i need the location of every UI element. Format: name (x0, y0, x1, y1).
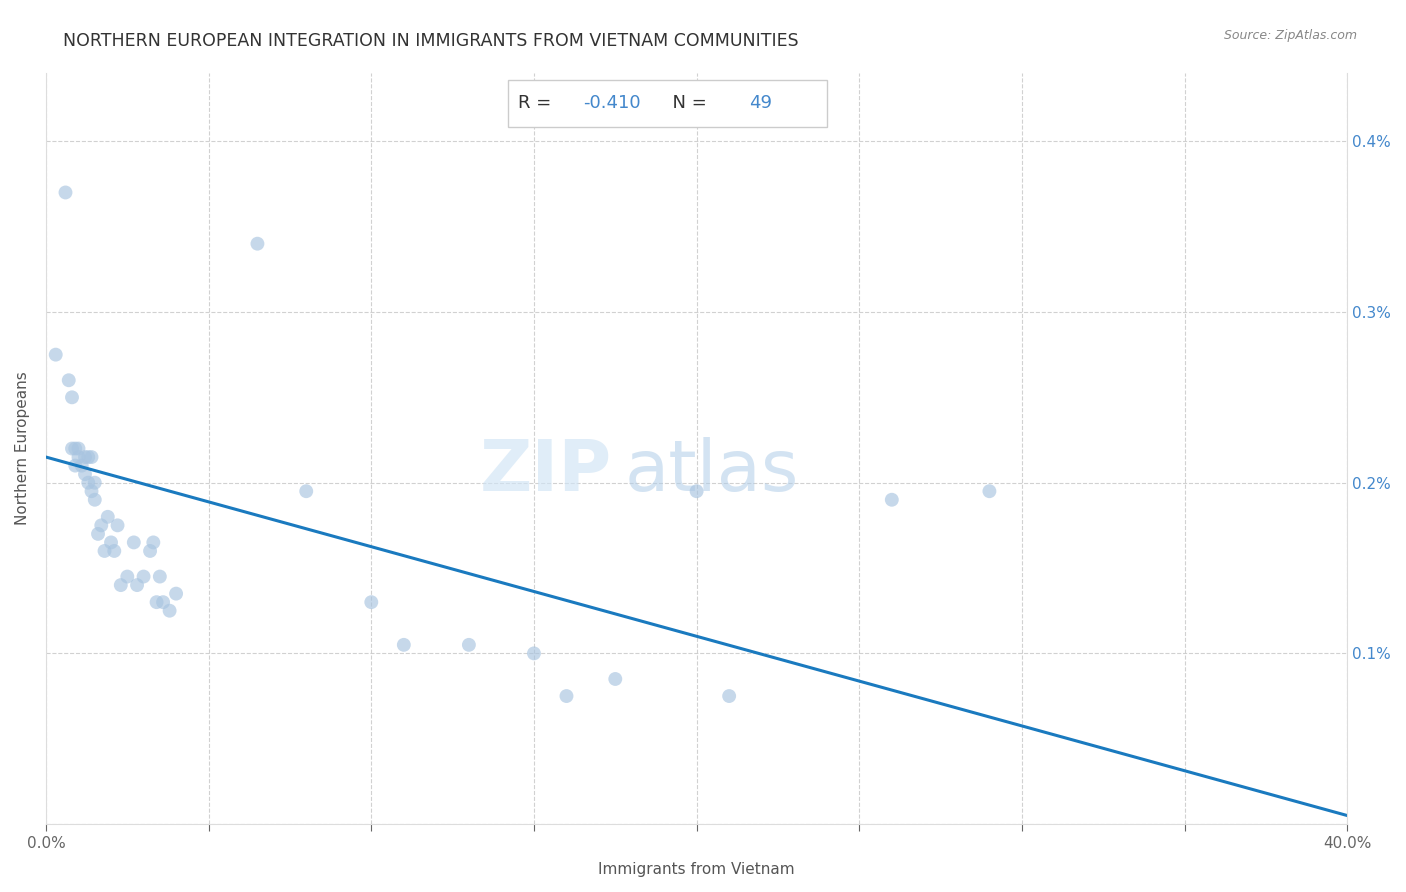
Point (73, 467, 96, 482)
Point (605, 672, 627, 686)
Point (80, 484, 103, 499)
Point (90, 518, 112, 533)
Point (142, 535, 165, 549)
Point (149, 569, 172, 583)
Point (58, 373, 80, 387)
Point (70, 458, 93, 473)
Point (457, 638, 479, 652)
Point (110, 578, 132, 592)
Point (132, 569, 155, 583)
Point (65, 458, 87, 473)
Text: R =: R = (519, 95, 557, 112)
Point (67, 442, 90, 456)
Point (87, 527, 110, 541)
FancyBboxPatch shape (508, 79, 827, 127)
Point (80, 450, 103, 464)
Point (139, 544, 162, 558)
Point (880, 492, 903, 507)
Text: ZIP: ZIP (479, 436, 612, 506)
Point (555, 689, 578, 703)
Point (77, 450, 100, 464)
Point (97, 509, 120, 524)
Point (55, 186, 77, 200)
Point (165, 587, 187, 601)
Point (979, 484, 1001, 499)
Point (65, 442, 87, 456)
Text: Source: ZipAtlas.com: Source: ZipAtlas.com (1223, 29, 1357, 42)
Point (295, 484, 318, 499)
Point (60, 442, 83, 456)
Point (125, 578, 148, 592)
Text: 49: 49 (748, 95, 772, 112)
Point (685, 484, 707, 499)
Text: N =: N = (661, 95, 713, 112)
Point (100, 535, 122, 549)
Text: atlas: atlas (626, 436, 800, 506)
Point (107, 518, 129, 533)
Point (246, 236, 269, 251)
Point (60, 390, 83, 404)
Point (145, 595, 167, 609)
Point (718, 689, 741, 703)
Point (159, 604, 181, 618)
Text: -0.410: -0.410 (583, 95, 641, 112)
Point (122, 535, 145, 549)
Point (392, 638, 415, 652)
Point (93, 544, 115, 558)
Y-axis label: Northern Europeans: Northern Europeans (15, 372, 30, 525)
Point (73, 450, 96, 464)
Point (45, 348, 67, 362)
Point (103, 544, 125, 558)
Point (360, 595, 382, 609)
Point (83, 475, 105, 490)
Point (83, 492, 105, 507)
Point (152, 595, 174, 609)
X-axis label: Immigrants from Vietnam: Immigrants from Vietnam (599, 862, 794, 877)
Point (523, 646, 546, 660)
Point (117, 569, 139, 583)
Point (67, 450, 90, 464)
Text: NORTHERN EUROPEAN INTEGRATION IN IMMIGRANTS FROM VIETNAM COMMUNITIES: NORTHERN EUROPEAN INTEGRATION IN IMMIGRA… (63, 32, 799, 50)
Point (77, 475, 100, 490)
